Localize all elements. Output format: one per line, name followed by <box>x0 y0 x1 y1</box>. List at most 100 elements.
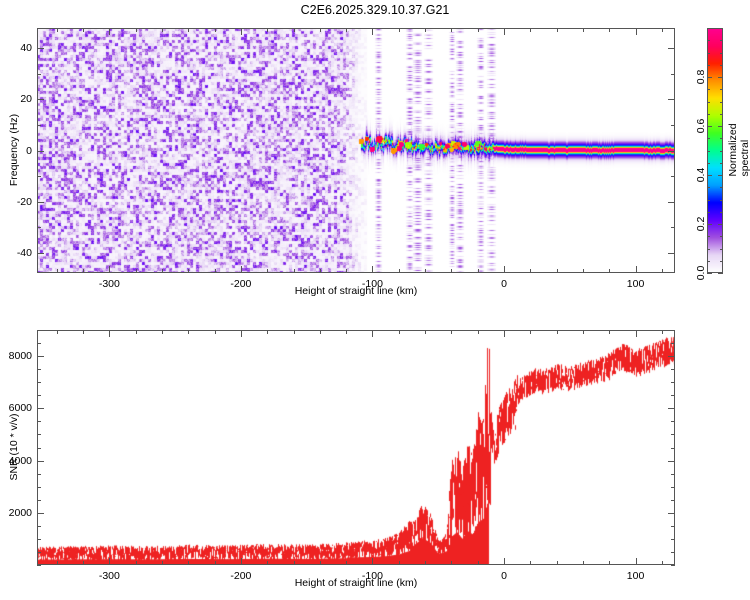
snr-xtick-label: 0 <box>501 570 507 582</box>
axis-tick <box>661 269 663 273</box>
axis-tick <box>707 113 710 115</box>
axis-tick <box>135 269 137 273</box>
axis-tick <box>720 236 723 238</box>
axis-tick <box>668 460 675 462</box>
axis-tick <box>671 73 675 75</box>
axis-tick <box>707 150 710 152</box>
axis-tick <box>661 330 663 334</box>
axis-tick <box>668 150 675 152</box>
axis-tick <box>214 269 216 273</box>
axis-tick <box>635 28 637 35</box>
axis-tick <box>37 73 41 75</box>
axis-tick <box>37 395 41 397</box>
axis-tick <box>720 64 723 66</box>
axis-tick <box>556 561 558 565</box>
axis-tick <box>707 162 710 164</box>
axis-tick <box>707 211 710 213</box>
axis-tick <box>214 330 216 334</box>
axis-tick <box>609 269 611 273</box>
snr-xtick-label: -300 <box>98 570 120 582</box>
axis-tick <box>503 558 505 565</box>
axis-tick <box>161 269 163 273</box>
spectrogram-xtick-label: -200 <box>230 278 252 290</box>
axis-tick <box>451 561 453 565</box>
axis-tick <box>267 269 269 273</box>
axis-tick <box>37 565 41 566</box>
axis-tick <box>425 28 427 32</box>
axis-tick <box>451 269 453 273</box>
axis-tick <box>556 269 558 273</box>
axis-tick <box>718 126 723 127</box>
axis-tick <box>37 499 41 501</box>
snr-ytick-label: 2000 <box>8 506 32 519</box>
colorbar-tick-label: 0.8 <box>695 69 707 85</box>
axis-tick <box>293 269 295 273</box>
axis-tick <box>720 211 723 213</box>
axis-tick <box>188 561 190 565</box>
axis-tick <box>671 382 675 384</box>
axis-tick <box>720 162 723 164</box>
axis-tick <box>671 486 675 488</box>
axis-tick <box>609 561 611 565</box>
axis-tick <box>720 28 723 29</box>
axis-tick <box>720 89 723 91</box>
axis-tick <box>707 138 710 140</box>
axis-tick <box>668 512 675 514</box>
axis-tick <box>319 561 321 565</box>
axis-tick <box>240 266 242 273</box>
axis-tick <box>83 28 85 32</box>
axis-tick <box>707 28 710 29</box>
axis-tick <box>707 187 710 189</box>
axis-tick <box>240 28 242 35</box>
axis-tick <box>37 99 44 101</box>
axis-tick <box>267 330 269 334</box>
axis-tick <box>83 561 85 565</box>
axis-tick <box>671 538 675 540</box>
colorbar-label: Normalized spectral amplitude <box>727 123 750 177</box>
axis-tick <box>635 266 637 273</box>
spectrogram-ytick-label: 40 <box>20 42 32 55</box>
axis-tick <box>609 330 611 334</box>
axis-tick <box>37 330 41 331</box>
snr-xaxis-label: Height of straight line (km) <box>294 577 418 589</box>
axis-tick <box>346 330 348 334</box>
axis-tick <box>707 236 710 238</box>
figure-title: C2E6.2025.329.10.37.G21 <box>300 3 450 17</box>
axis-tick <box>668 48 675 50</box>
axis-tick <box>556 330 558 334</box>
axis-tick <box>346 561 348 565</box>
axis-tick <box>668 408 675 410</box>
axis-tick <box>707 101 710 103</box>
axis-tick <box>319 330 321 334</box>
axis-tick <box>372 266 374 273</box>
axis-tick <box>720 40 723 42</box>
axis-tick <box>503 330 505 337</box>
colorbar-tick-label: 0.4 <box>695 167 707 183</box>
axis-tick <box>37 176 41 178</box>
axis-tick <box>37 382 41 384</box>
axis-tick <box>671 176 675 178</box>
axis-tick <box>319 28 321 32</box>
axis-tick <box>161 330 163 334</box>
axis-tick <box>425 330 427 334</box>
axis-tick <box>609 28 611 32</box>
axis-tick <box>671 551 675 553</box>
axis-tick <box>707 126 712 127</box>
axis-tick <box>477 330 479 334</box>
axis-tick <box>37 150 44 152</box>
axis-tick <box>293 28 295 32</box>
spectrogram-xtick-label: -100 <box>361 278 383 290</box>
axis-tick <box>477 561 479 565</box>
axis-tick <box>671 369 675 371</box>
axis-tick <box>214 561 216 565</box>
axis-tick <box>346 28 348 32</box>
axis-tick <box>503 266 505 273</box>
axis-tick <box>720 248 723 250</box>
axis-tick <box>635 558 637 565</box>
colorbar-tick-label: 0.2 <box>695 216 707 232</box>
axis-tick <box>83 330 85 334</box>
axis-tick <box>135 561 137 565</box>
axis-tick <box>293 561 295 565</box>
axis-tick <box>582 28 584 32</box>
axis-tick <box>372 28 374 35</box>
